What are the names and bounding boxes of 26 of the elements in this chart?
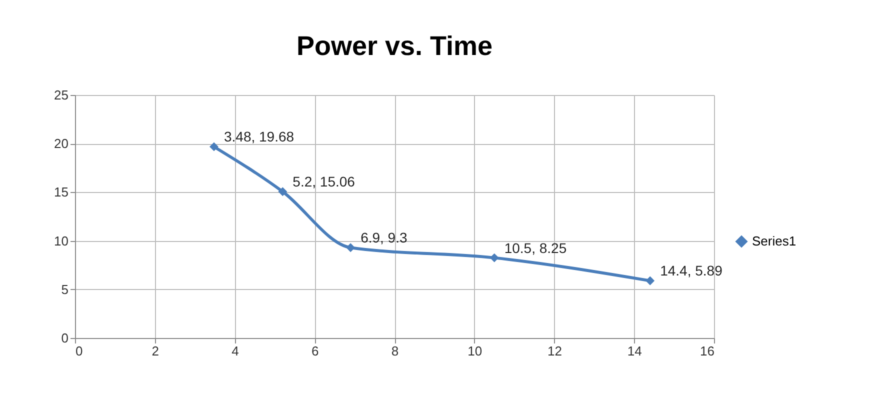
x-tick-label: 14 [627,344,642,358]
chart-title: Power vs. Time [296,31,493,61]
legend-label: Series1 [752,234,796,248]
y-tick-label: 10 [54,233,68,248]
y-tick-label: 25 [54,88,68,102]
y-tick-label: 20 [54,136,68,152]
x-tick-label: 2 [152,344,159,358]
point [278,187,288,196]
x-tick-label: 0 [76,344,83,358]
point [646,276,655,286]
x-tick-label: 10 [468,344,482,358]
y-tick-label: 0 [61,330,68,346]
x-tick-label: 4 [232,344,239,358]
data-label: 5.2, 15.06 [292,174,356,190]
y-tick-label: 5 [61,282,68,297]
x-tick-label: 16 [700,344,714,358]
x-tick-label: 6 [312,344,319,358]
y-tick-label: 15 [54,184,68,200]
point [346,243,356,252]
data-label: 3.48, 19.68 [224,128,294,145]
point [210,142,218,152]
x-tick-label: 8 [391,344,399,358]
data-label: 14.4, 5.89 [660,262,723,279]
x-tick-label: 12 [548,344,562,358]
data-label: 10.5, 8.25 [504,240,567,256]
data-label: 6.9, 9.3 [360,230,408,246]
